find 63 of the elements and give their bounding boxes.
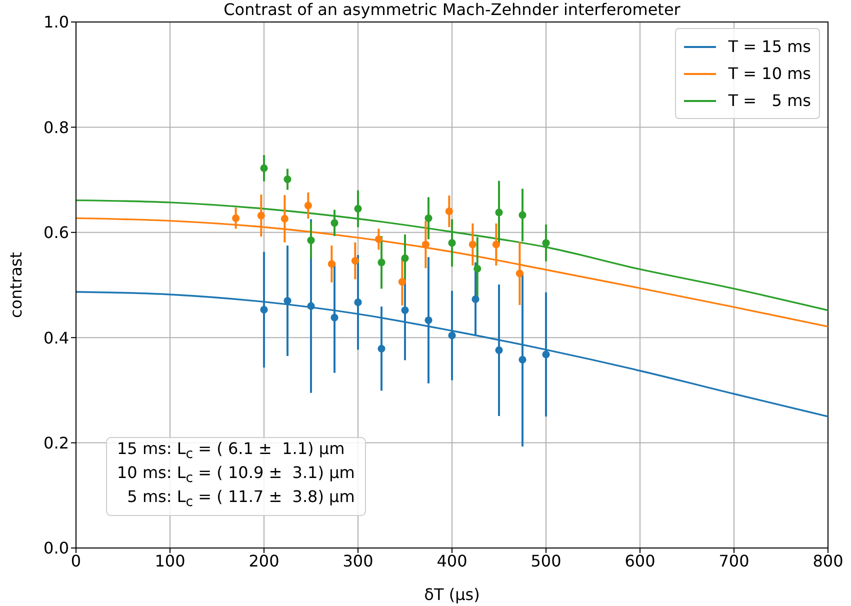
x-tick-label: 300 [342,551,374,570]
point [518,356,526,364]
point [422,240,430,248]
x-tick-label: 0 [70,551,82,570]
point [401,306,409,314]
x-tick-label: 800 [812,551,844,570]
y-tick-label: 0.8 [44,118,69,137]
point [542,239,550,247]
point [257,212,265,220]
point [354,298,362,306]
point [284,175,292,184]
annotation: 15 ms: L$_{c}$ = ( 6.1 ± 1.1) μm [117,439,346,464]
point [304,202,312,210]
point [445,208,453,216]
point [307,302,315,310]
point [378,344,386,352]
point [424,214,432,222]
point [448,239,456,247]
point [378,258,386,266]
x-tick-label: 200 [248,551,280,570]
annotation: 10 ms: L$_{c}$ = ( 10.9 ± 3.1) μm [117,463,355,488]
point [542,350,550,358]
point [284,296,292,305]
point [280,214,288,223]
x-tick-label: 700 [718,551,750,570]
x-tick-label: 100 [154,551,186,570]
point [468,240,476,248]
point [474,264,482,272]
x-tick-label: 400 [436,551,468,570]
point [260,164,268,172]
point [232,214,240,222]
y-tick-label: 0.2 [44,433,69,452]
y-tick-label: 0.0 [44,538,69,558]
point [472,295,480,303]
point [424,316,432,324]
legend-label: T = 5 ms [728,90,811,112]
x-tick-label: 500 [530,551,562,570]
point [492,240,500,248]
y-tick-label: 0.6 [44,223,69,242]
point [495,346,503,354]
point [260,306,268,314]
point [351,257,359,265]
point [374,235,382,244]
point [330,219,338,227]
point [398,278,406,286]
x-tick-label: 600 [624,551,656,570]
point [495,208,503,216]
point [401,254,409,262]
x-axis-title: δT (μs) [424,585,480,604]
point [354,204,362,213]
y-tick-label: 1.0 [44,12,69,32]
annotation: 5 ms: L$_{c}$ = ( 11.7 ± 3.8) μm [126,487,355,513]
point [518,211,526,219]
legend-label: T = 10 ms [728,63,811,85]
point [516,270,524,278]
chart-title: Contrast of an asymmetric Mach-Zehnder interferometer [222,0,682,20]
legend-label: T = 15 ms [728,36,811,58]
point [330,314,338,322]
y-tick-label: 0.4 [44,328,69,348]
point [448,332,456,340]
point [328,260,336,268]
point [307,236,315,244]
y-axis-title: contrast [6,252,26,318]
